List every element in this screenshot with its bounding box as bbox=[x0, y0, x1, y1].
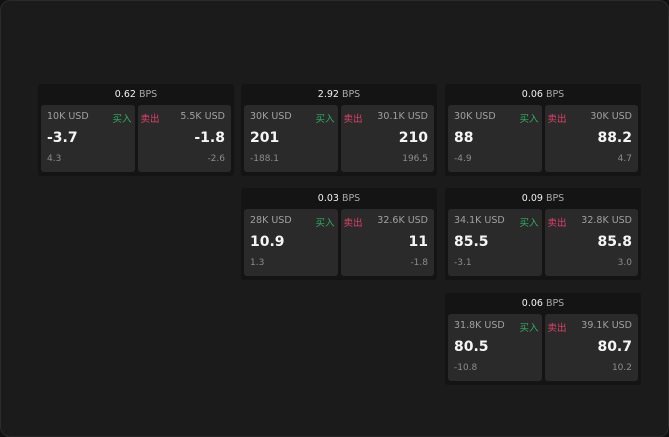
sell-size: 32.8K USD bbox=[581, 215, 632, 226]
spread-value: 0.62 bbox=[114, 89, 136, 100]
buy-price: 88 bbox=[454, 130, 474, 146]
spread-value: 0.03 bbox=[317, 193, 339, 204]
buy-cell[interactable]: 30K USD 买入 201 -188.1 bbox=[244, 105, 338, 172]
quote-card: 0.62 BPS 10K USD 买入 -3.7 4.3 卖出 5.5K USD … bbox=[38, 84, 234, 176]
buy-change: -4.9 bbox=[454, 154, 472, 164]
sell-size: 30K USD bbox=[590, 111, 632, 122]
buy-price: -3.7 bbox=[47, 130, 78, 146]
spread-header: 0.62 BPS bbox=[38, 84, 234, 105]
sell-label: 卖出 bbox=[343, 114, 363, 125]
sell-size: 39.1K USD bbox=[581, 320, 632, 331]
sell-cell[interactable]: 卖出 39.1K USD 80.7 10.2 bbox=[544, 314, 638, 381]
sell-label: 卖出 bbox=[547, 218, 567, 229]
spread-unit: BPS bbox=[545, 89, 565, 100]
sell-change: 196.5 bbox=[402, 154, 428, 164]
spread-header: 0.03 BPS bbox=[241, 188, 437, 209]
spread-unit: BPS bbox=[545, 298, 565, 309]
spread-unit: BPS bbox=[341, 89, 361, 100]
sell-cell[interactable]: 卖出 32.6K USD 11 -1.8 bbox=[340, 209, 434, 276]
sell-cell[interactable]: 卖出 30.1K USD 210 196.5 bbox=[340, 105, 434, 172]
buy-size: 28K USD bbox=[250, 215, 292, 226]
sell-price: 88.2 bbox=[597, 130, 632, 146]
spread-unit: BPS bbox=[138, 89, 158, 100]
sell-change: 4.7 bbox=[617, 154, 632, 164]
sell-label: 卖出 bbox=[140, 114, 160, 125]
sell-change: -1.8 bbox=[410, 258, 428, 268]
sell-size: 5.5K USD bbox=[180, 111, 225, 122]
spread-value: 0.06 bbox=[521, 89, 543, 100]
buy-size: 30K USD bbox=[250, 111, 292, 122]
buy-change: -3.1 bbox=[454, 258, 472, 268]
spread-header: 0.06 BPS bbox=[445, 84, 641, 105]
quote-card: 0.03 BPS 28K USD 买入 10.9 1.3 卖出 32.6K USD… bbox=[241, 188, 437, 280]
sell-price: 11 bbox=[408, 234, 428, 250]
sell-cell[interactable]: 卖出 5.5K USD -1.8 -2.6 bbox=[137, 105, 231, 172]
buy-label: 买入 bbox=[519, 218, 539, 229]
sell-price: -1.8 bbox=[194, 130, 225, 146]
buy-change: -10.8 bbox=[454, 363, 478, 373]
sell-price: 85.8 bbox=[597, 234, 632, 250]
buy-size: 31.8K USD bbox=[454, 320, 505, 331]
buy-cell[interactable]: 31.8K USD 买入 80.5 -10.8 bbox=[448, 314, 542, 381]
sell-size: 32.6K USD bbox=[377, 215, 428, 226]
sell-label: 卖出 bbox=[547, 114, 567, 125]
buy-label: 买入 bbox=[519, 323, 539, 334]
sell-cell[interactable]: 卖出 30K USD 88.2 4.7 bbox=[544, 105, 638, 172]
spread-header: 2.92 BPS bbox=[241, 84, 437, 105]
spread-value: 0.09 bbox=[521, 193, 543, 204]
buy-price: 10.9 bbox=[250, 234, 285, 250]
buy-cell[interactable]: 28K USD 买入 10.9 1.3 bbox=[244, 209, 338, 276]
buy-cell[interactable]: 30K USD 买入 88 -4.9 bbox=[448, 105, 542, 172]
buy-label: 买入 bbox=[315, 114, 335, 125]
quote-card: 0.06 BPS 31.8K USD 买入 80.5 -10.8 卖出 39.1K… bbox=[445, 293, 641, 385]
sell-size: 30.1K USD bbox=[377, 111, 428, 122]
buy-price: 85.5 bbox=[454, 234, 489, 250]
quote-card: 2.92 BPS 30K USD 买入 201 -188.1 卖出 30.1K U… bbox=[241, 84, 437, 176]
quote-card: 0.06 BPS 30K USD 买入 88 -4.9 卖出 30K USD 88… bbox=[445, 84, 641, 176]
buy-cell[interactable]: 34.1K USD 买入 85.5 -3.1 bbox=[448, 209, 542, 276]
buy-label: 买入 bbox=[112, 114, 132, 125]
buy-cell[interactable]: 10K USD 买入 -3.7 4.3 bbox=[41, 105, 135, 172]
buy-size: 10K USD bbox=[47, 111, 89, 122]
sell-label: 卖出 bbox=[547, 323, 567, 334]
quote-card: 0.09 BPS 34.1K USD 买入 85.5 -3.1 卖出 32.8K … bbox=[445, 188, 641, 280]
spread-value: 2.92 bbox=[317, 89, 339, 100]
sell-change: 3.0 bbox=[617, 258, 632, 268]
spread-unit: BPS bbox=[341, 193, 361, 204]
buy-price: 201 bbox=[250, 130, 280, 146]
sell-price: 80.7 bbox=[597, 339, 632, 355]
buy-label: 买入 bbox=[315, 218, 335, 229]
buy-size: 30K USD bbox=[454, 111, 496, 122]
sell-change: 10.2 bbox=[611, 363, 632, 373]
buy-label: 买入 bbox=[519, 114, 539, 125]
sell-change: -2.6 bbox=[207, 154, 225, 164]
buy-price: 80.5 bbox=[454, 339, 489, 355]
spread-header: 0.06 BPS bbox=[445, 293, 641, 314]
spread-unit: BPS bbox=[545, 193, 565, 204]
sell-label: 卖出 bbox=[343, 218, 363, 229]
buy-change: -188.1 bbox=[250, 154, 280, 164]
buy-change: 1.3 bbox=[250, 258, 265, 268]
sell-price: 210 bbox=[398, 130, 428, 146]
spread-header: 0.09 BPS bbox=[445, 188, 641, 209]
buy-change: 4.3 bbox=[47, 154, 62, 164]
sell-cell[interactable]: 卖出 32.8K USD 85.8 3.0 bbox=[544, 209, 638, 276]
buy-size: 34.1K USD bbox=[454, 215, 505, 226]
spread-value: 0.06 bbox=[521, 298, 543, 309]
